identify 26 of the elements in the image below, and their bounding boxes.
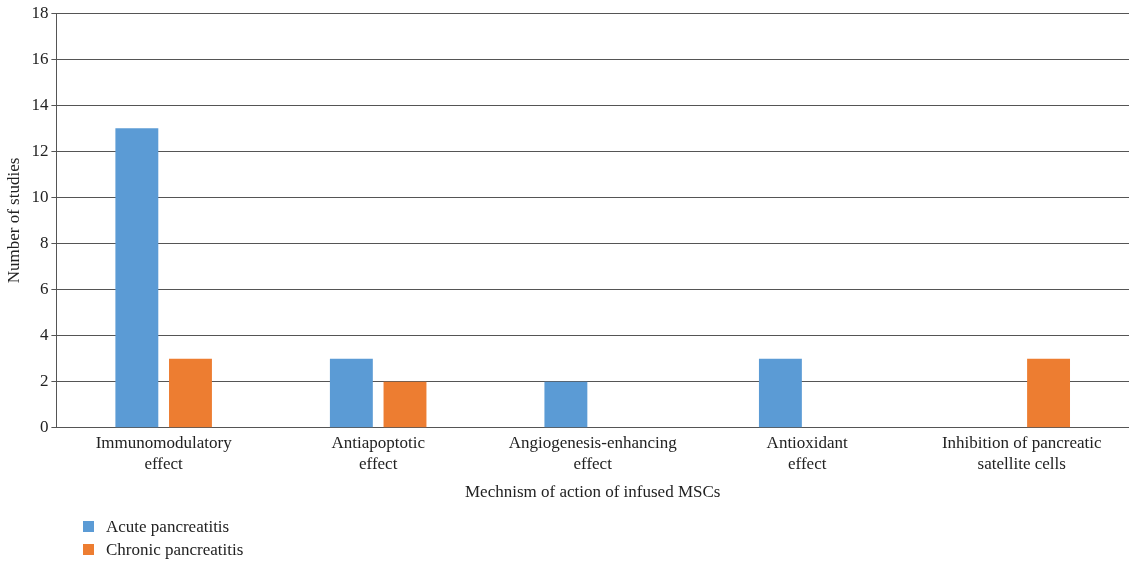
y-tick-label: 4 (39, 325, 49, 345)
y-tick-label: 6 (39, 279, 49, 299)
y-tick-label: 8 (39, 233, 49, 252)
y-tick-label: 16 (31, 48, 49, 68)
y-tick-label: 12 (31, 140, 49, 160)
bar (383, 381, 427, 428)
bar (115, 128, 159, 428)
bar (329, 358, 373, 428)
x-axis-title: Mechnism of action of infused MSCs (464, 482, 721, 502)
x-tick-label: Inhibition of pancreatic satellite cells (941, 433, 1102, 473)
bar (758, 358, 802, 428)
legend-label: Acute pancreatitis (106, 516, 230, 537)
y-tick-label: 10 (31, 186, 49, 206)
y-tick-label: 14 (31, 94, 49, 114)
bar (169, 358, 212, 428)
bar (544, 381, 588, 428)
bar (1027, 358, 1071, 428)
y-tick-label: 0 (39, 417, 49, 437)
x-tick-label: Antiapoptotic effect (331, 433, 426, 473)
x-tick-label: Antioxidant effect (766, 433, 849, 473)
y-tick-label: 18 (31, 2, 49, 22)
x-tick-label: Angiogenesis-enhancing effect (508, 433, 678, 473)
x-tick-label: Immunomodulatory effect (95, 433, 233, 473)
y-tick-label: 2 (39, 371, 49, 391)
legend-label: Chronic pancreatitis (106, 539, 244, 560)
y-axis-title: Number of studies (3, 157, 23, 284)
